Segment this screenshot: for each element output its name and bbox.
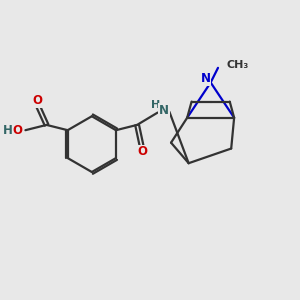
Text: O: O [33, 94, 43, 107]
Text: N: N [200, 73, 210, 85]
Text: O: O [137, 146, 147, 158]
Text: H: H [3, 124, 13, 137]
Text: H: H [151, 100, 160, 110]
Text: O: O [12, 124, 22, 137]
Text: CH₃: CH₃ [226, 61, 248, 70]
Text: N: N [159, 104, 169, 117]
